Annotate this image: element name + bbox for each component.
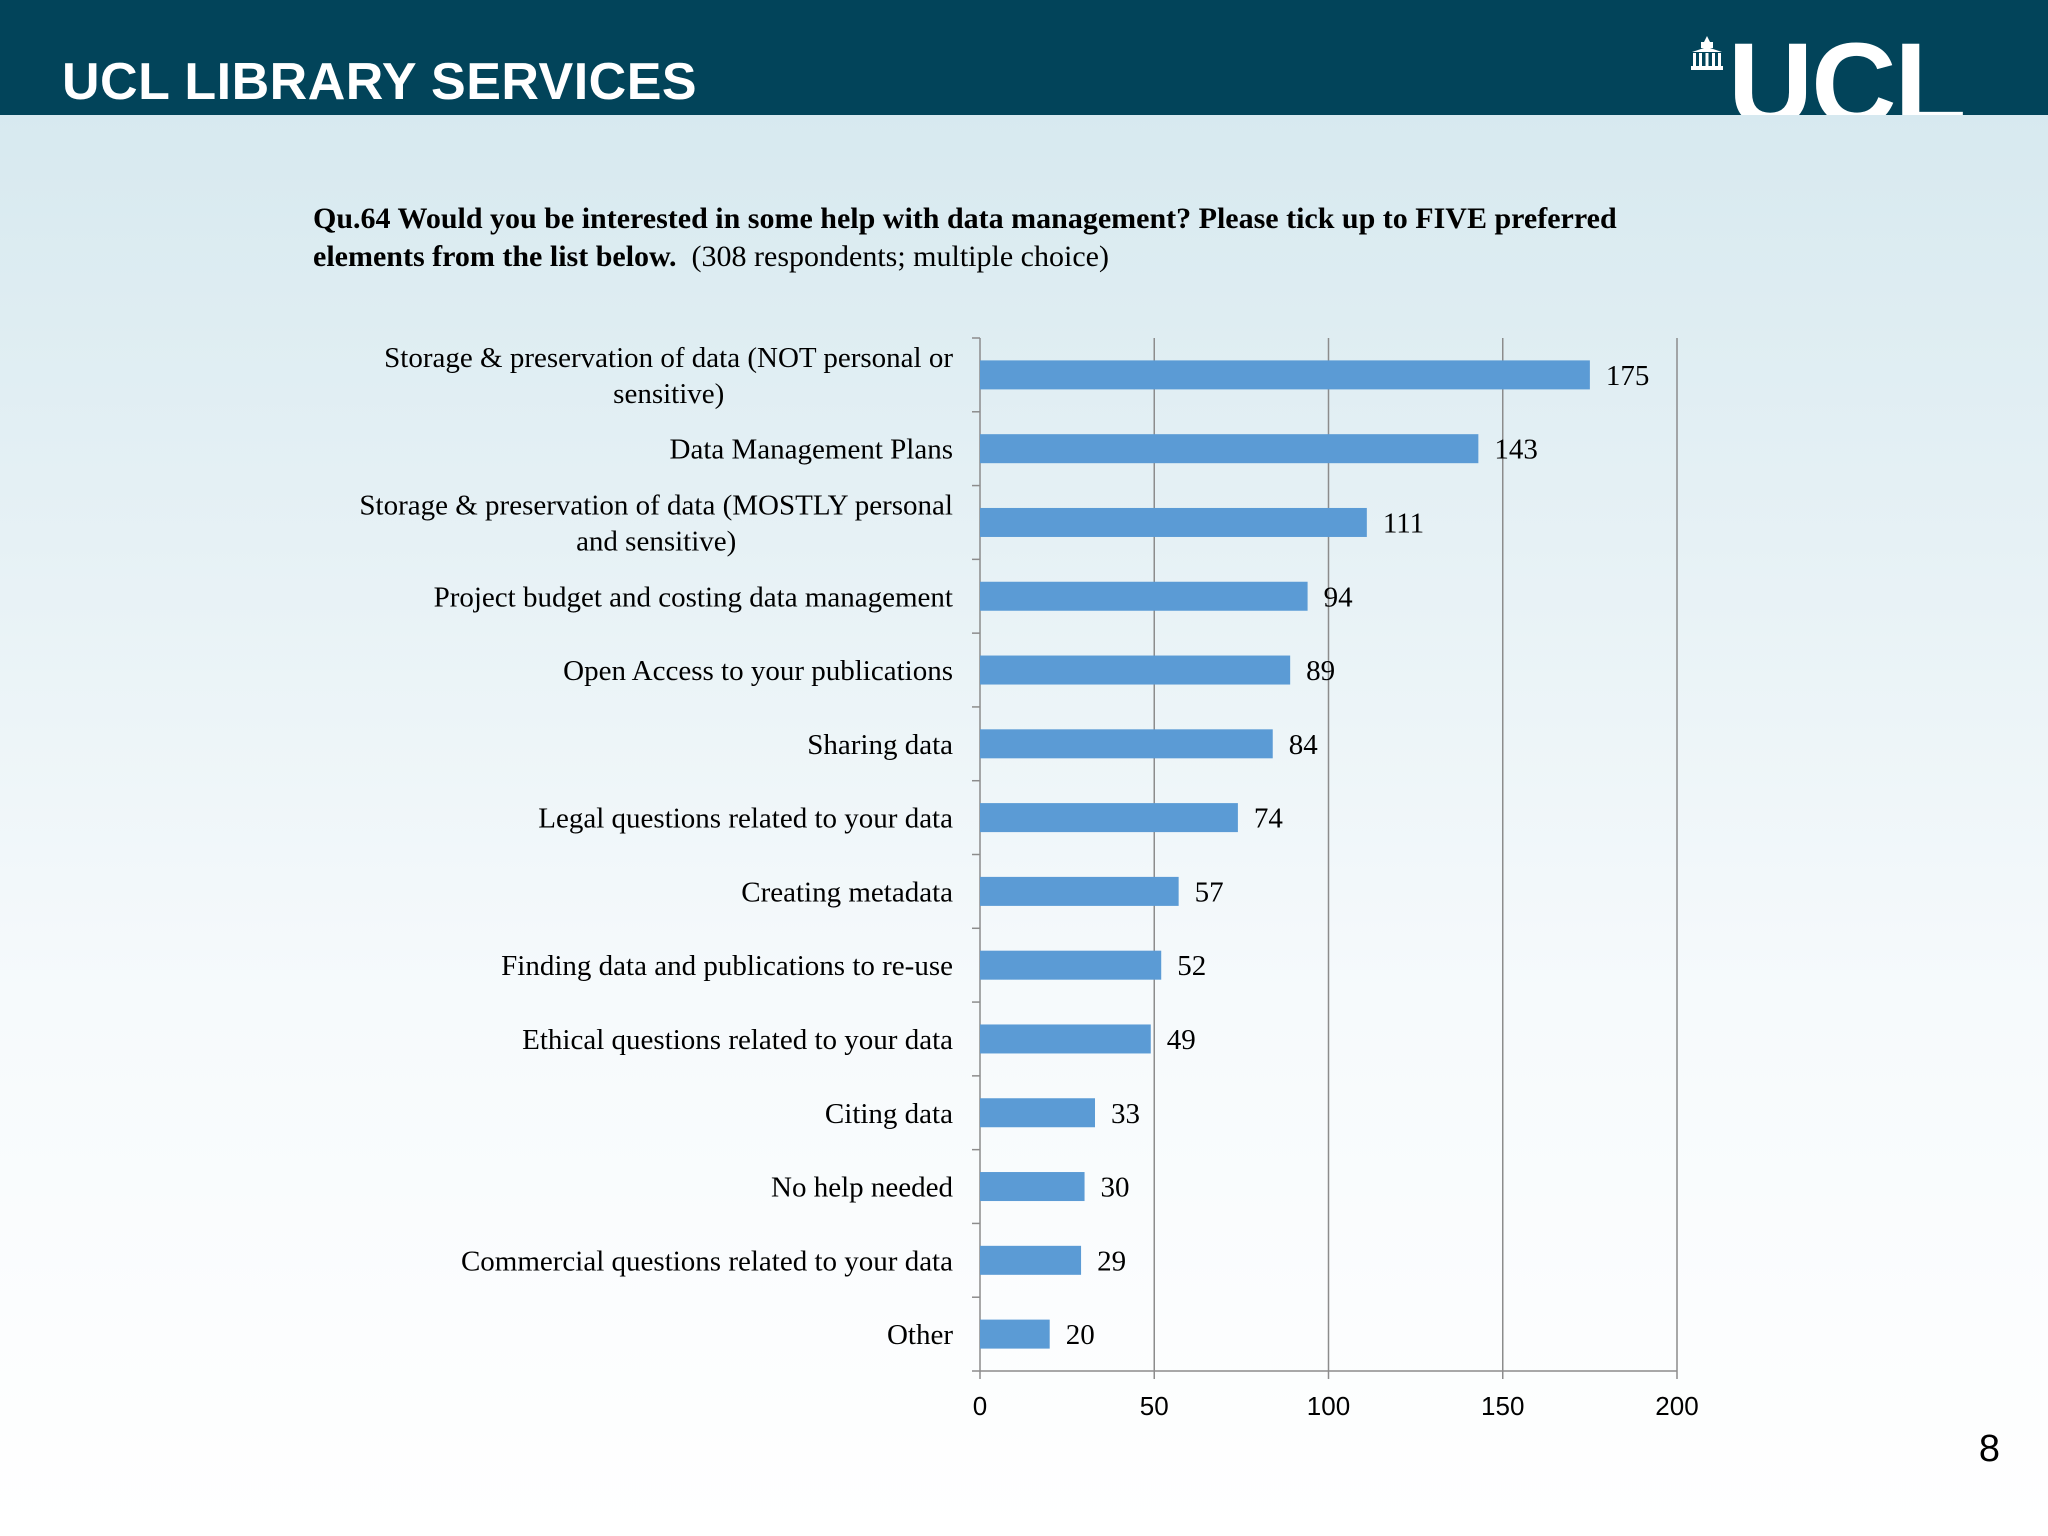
category-label: Project budget and costing data manageme…: [434, 581, 953, 613]
data-label: 20: [1066, 1319, 1095, 1351]
category-label: Storage & preservation of data (MOSTLY p…: [359, 489, 953, 521]
data-label: 52: [1177, 950, 1206, 982]
bar: [980, 1245, 1082, 1275]
category-label: No help needed: [771, 1172, 953, 1204]
bar: [980, 507, 1367, 537]
category-label: Ethical questions related to your data: [522, 1024, 953, 1056]
org-name: UCL LIBRARY SERVICES: [62, 53, 698, 111]
portico-icon: [1691, 36, 1723, 70]
category-label: and sensitive): [576, 525, 736, 557]
category-label: Finding data and publications to re-use: [501, 950, 953, 982]
x-tick-label: 200: [1655, 1391, 1698, 1421]
logo-wordmark: UCL: [1728, 30, 1967, 115]
data-label: 74: [1254, 803, 1284, 835]
question-text: Qu.64 Would you be interested in some he…: [313, 200, 1713, 276]
category-label: Creating metadata: [741, 876, 953, 908]
data-label: 57: [1195, 876, 1224, 908]
data-label: 175: [1606, 360, 1650, 392]
bar: [980, 1319, 1050, 1349]
bar: [980, 360, 1590, 390]
bar: [980, 1172, 1085, 1202]
bar: [980, 1098, 1096, 1128]
data-label: 143: [1494, 434, 1538, 466]
category-label: sensitive): [613, 378, 724, 410]
category-label: Commercial questions related to your dat…: [461, 1245, 953, 1277]
data-label: 89: [1306, 655, 1335, 687]
question-bold: Qu.64 Would you be interested in some he…: [313, 202, 1617, 273]
header-bar: UCL LIBRARY SERVICES UCL: [0, 0, 2048, 115]
bar: [980, 803, 1238, 833]
bar: [980, 581, 1308, 611]
data-label: 49: [1167, 1024, 1196, 1056]
category-label: Sharing data: [807, 729, 953, 761]
data-label: 94: [1324, 581, 1354, 613]
bar: [980, 655, 1291, 685]
x-tick-label: 50: [1140, 1391, 1169, 1421]
category-label: Legal questions related to your data: [538, 803, 953, 835]
category-label: Open Access to your publications: [563, 655, 953, 687]
category-label: Storage & preservation of data (NOT pers…: [384, 342, 953, 374]
category-label: Data Management Plans: [670, 434, 953, 466]
category-label: Citing data: [825, 1098, 953, 1130]
category-label: Other: [887, 1319, 953, 1351]
ucl-logo: UCL: [1690, 30, 1990, 115]
bar: [980, 950, 1162, 980]
data-label: 30: [1101, 1172, 1130, 1204]
x-tick-label: 100: [1307, 1391, 1350, 1421]
bar: [980, 434, 1479, 464]
question-note: (308 respondents; multiple choice): [691, 240, 1109, 273]
bar: [980, 1024, 1151, 1054]
data-label: 111: [1383, 507, 1424, 539]
x-tick-label: 0: [973, 1391, 987, 1421]
data-label: 33: [1111, 1098, 1140, 1130]
data-label: 84: [1289, 729, 1319, 761]
bar: [980, 729, 1273, 759]
bar: [980, 876, 1179, 906]
data-label: 29: [1097, 1245, 1126, 1277]
x-tick-label: 150: [1481, 1391, 1524, 1421]
page-number: 8: [1978, 1428, 2000, 1470]
